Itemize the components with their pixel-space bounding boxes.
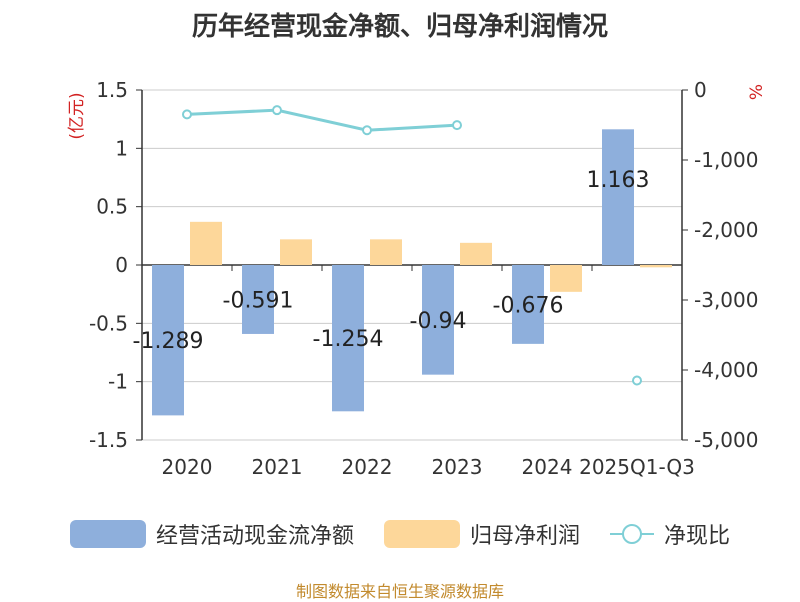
data-label-cash-flow: -0.676 (493, 293, 564, 318)
y-right-axis-label: % (747, 84, 767, 100)
bar-net-profit (460, 242, 492, 265)
bar-cash-flow (242, 265, 274, 334)
data-label-cash-flow: 1.163 (587, 168, 650, 193)
bar-net-profit (280, 239, 312, 265)
data-label-cash-flow: -0.94 (410, 309, 467, 334)
y-left-tick-label: -1 (108, 370, 128, 394)
source-note: 制图数据来自恒生聚源数据库 (295, 582, 504, 601)
x-tick-label: 2021 (252, 455, 303, 479)
x-tick-label: 2022 (342, 455, 393, 479)
legend-label-net-profit: 归母净利润 (469, 524, 580, 549)
bar-net-profit (550, 265, 582, 292)
chart-title: 历年经营现金净额、归母净利润情况 (191, 12, 608, 42)
legend-swatch-cash-flow (69, 520, 146, 548)
y-left-tick-label: 1 (115, 136, 128, 160)
bar-cash-flow (512, 265, 544, 344)
y-left-tick-label: -0.5 (89, 311, 128, 335)
legend-swatch-ratio-marker (622, 524, 642, 544)
data-label-cash-flow: -1.289 (133, 329, 204, 354)
legend: 经营活动现金流净额 归母净利润 净现比 (0, 518, 800, 550)
point-ratio (632, 375, 642, 386)
legend-label-ratio: 净现比 (664, 524, 731, 549)
data-label-cash-flow: -1.254 (313, 327, 384, 352)
y-left-tick-label: 0 (115, 253, 128, 277)
y-right-tick-label: -2,000 (694, 218, 758, 242)
x-tick-label: 2025Q1-Q3 (579, 455, 695, 479)
point-ratio (362, 125, 372, 136)
legend-item-ratio[interactable]: 净现比 (610, 518, 730, 550)
y-left-tick-label: 1.5 (96, 78, 128, 102)
bar-cash-flow (422, 265, 454, 375)
legend-swatch-net-profit (383, 520, 460, 548)
bar-cash-flow (332, 265, 364, 412)
point-ratio (272, 105, 282, 116)
data-label-cash-flow: -0.591 (223, 288, 294, 313)
point-ratio (182, 109, 192, 120)
y-right-tick-label: -3,000 (694, 288, 758, 312)
x-tick-label: 2023 (432, 455, 483, 479)
bar-cash-flow (152, 265, 184, 416)
y-right-tick-label: 0 (694, 78, 707, 102)
line-ratio (186, 108, 458, 132)
bar-net-profit (640, 265, 672, 268)
x-tick-label: 2020 (162, 455, 213, 479)
y-left-tick-label: -1.5 (89, 428, 128, 452)
bar-net-profit (370, 239, 402, 265)
legend-label-cash-flow: 经营活动现金流净额 (155, 524, 354, 549)
y-left-tick-label: 0.5 (96, 195, 128, 219)
legend-item-net-profit[interactable]: 归母净利润 (383, 518, 580, 550)
y-right-tick-label: -1,000 (694, 148, 758, 172)
x-tick-label: 2024 (522, 455, 573, 479)
bar-cash-flow (602, 129, 634, 265)
y-right-tick-label: -5,000 (694, 428, 758, 452)
legend-swatch-ratio (610, 524, 654, 544)
y-left-axis-label: (亿元) (67, 92, 87, 139)
bar-net-profit (190, 221, 222, 265)
legend-item-cash-flow[interactable]: 经营活动现金流净额 (69, 518, 354, 550)
y-right-tick-label: -4,000 (694, 358, 758, 382)
point-ratio (452, 120, 462, 131)
